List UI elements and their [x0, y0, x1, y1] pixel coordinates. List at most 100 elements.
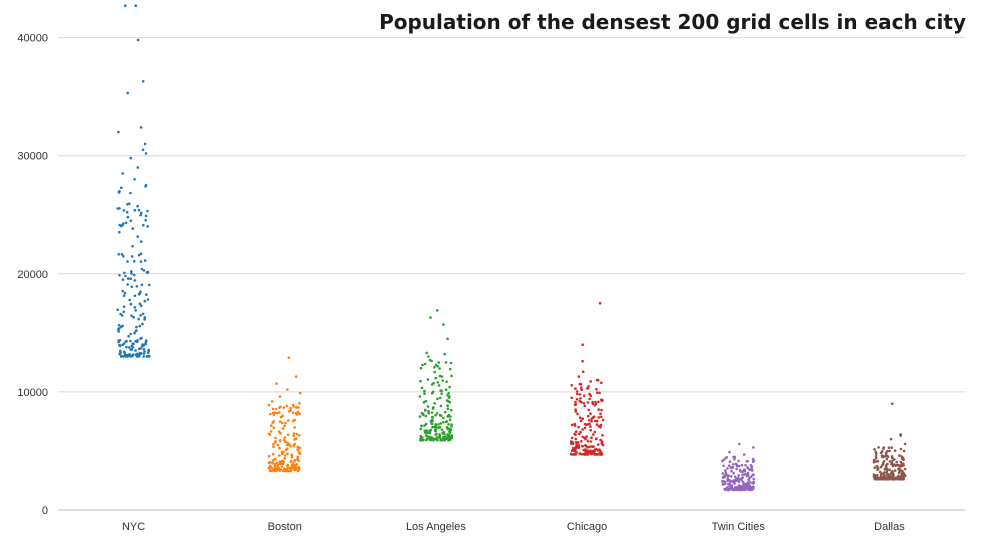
data-point [145, 293, 148, 296]
data-point [585, 435, 588, 438]
data-point [283, 457, 287, 460]
data-point [293, 459, 296, 463]
data-point [752, 477, 756, 481]
data-point [902, 458, 905, 462]
data-point [574, 387, 577, 391]
data-point [423, 392, 426, 396]
data-point [904, 474, 907, 478]
data-point [597, 416, 600, 419]
data-point [574, 400, 577, 404]
data-point [878, 476, 882, 480]
data-point [140, 352, 143, 355]
series-nyc [116, 4, 151, 358]
data-point [434, 424, 438, 428]
data-point [130, 314, 133, 318]
data-point [120, 186, 123, 190]
data-point [419, 379, 422, 383]
data-point [124, 4, 127, 7]
data-point [586, 387, 589, 390]
data-point [748, 481, 752, 484]
data-point [296, 410, 300, 414]
data-point [600, 381, 603, 385]
data-point [595, 419, 599, 423]
data-point [289, 406, 292, 410]
data-point [588, 397, 591, 401]
data-point [725, 486, 728, 490]
data-point [878, 470, 882, 474]
data-point [442, 420, 445, 424]
data-point [146, 351, 150, 355]
data-point [574, 410, 578, 413]
data-point [118, 343, 121, 347]
data-point [438, 367, 441, 370]
data-point [295, 463, 299, 466]
data-point [446, 415, 450, 418]
data-point [125, 345, 128, 349]
x-tick-label: Los Angeles [406, 521, 466, 533]
y-tick-label: 10000 [17, 387, 48, 399]
data-point [884, 466, 888, 469]
data-point [141, 148, 145, 152]
data-point [126, 91, 129, 95]
data-point [435, 412, 439, 415]
series-chicago [569, 302, 605, 456]
data-point [130, 272, 133, 275]
data-point [578, 416, 582, 420]
data-point [436, 397, 439, 401]
data-point [144, 185, 147, 188]
data-point [270, 424, 273, 427]
data-point [891, 459, 894, 462]
data-point [440, 375, 444, 378]
data-point [285, 404, 289, 408]
data-point [582, 402, 586, 405]
data-point [278, 420, 282, 423]
data-point [292, 444, 295, 448]
series-dallas [872, 402, 907, 481]
data-point [147, 348, 150, 352]
data-point [130, 348, 134, 351]
data-point [142, 355, 145, 358]
data-point [448, 400, 452, 404]
data-point [129, 219, 133, 223]
data-point [577, 425, 580, 429]
data-point [144, 214, 148, 218]
data-point [729, 485, 733, 488]
x-tick-label: NYC [122, 521, 145, 533]
data-point [427, 409, 430, 413]
data-point [129, 302, 133, 306]
data-point [134, 4, 138, 7]
data-point [880, 472, 884, 476]
data-point [741, 470, 744, 474]
data-point [419, 427, 423, 431]
data-point [726, 482, 730, 486]
data-point [425, 434, 429, 438]
data-point [445, 399, 449, 402]
data-point [450, 425, 453, 428]
data-point [443, 352, 447, 356]
y-tick-label: 0 [42, 505, 48, 517]
data-point [729, 480, 732, 483]
data-point [895, 460, 898, 464]
data-point [595, 387, 598, 391]
data-point [298, 391, 302, 395]
data-point [875, 474, 879, 477]
data-point [577, 375, 581, 378]
data-point [140, 345, 144, 348]
data-point [421, 363, 424, 367]
data-point [296, 445, 300, 449]
data-point [298, 412, 301, 416]
data-point [576, 412, 579, 416]
data-point [424, 409, 427, 412]
data-point [144, 152, 148, 155]
data-point [423, 362, 427, 366]
data-point [287, 356, 291, 360]
data-point [726, 467, 729, 470]
data-point [570, 384, 573, 387]
data-point [583, 404, 587, 408]
data-point [724, 471, 728, 474]
data-point [570, 423, 574, 427]
data-point [431, 425, 434, 429]
data-point [274, 440, 277, 444]
